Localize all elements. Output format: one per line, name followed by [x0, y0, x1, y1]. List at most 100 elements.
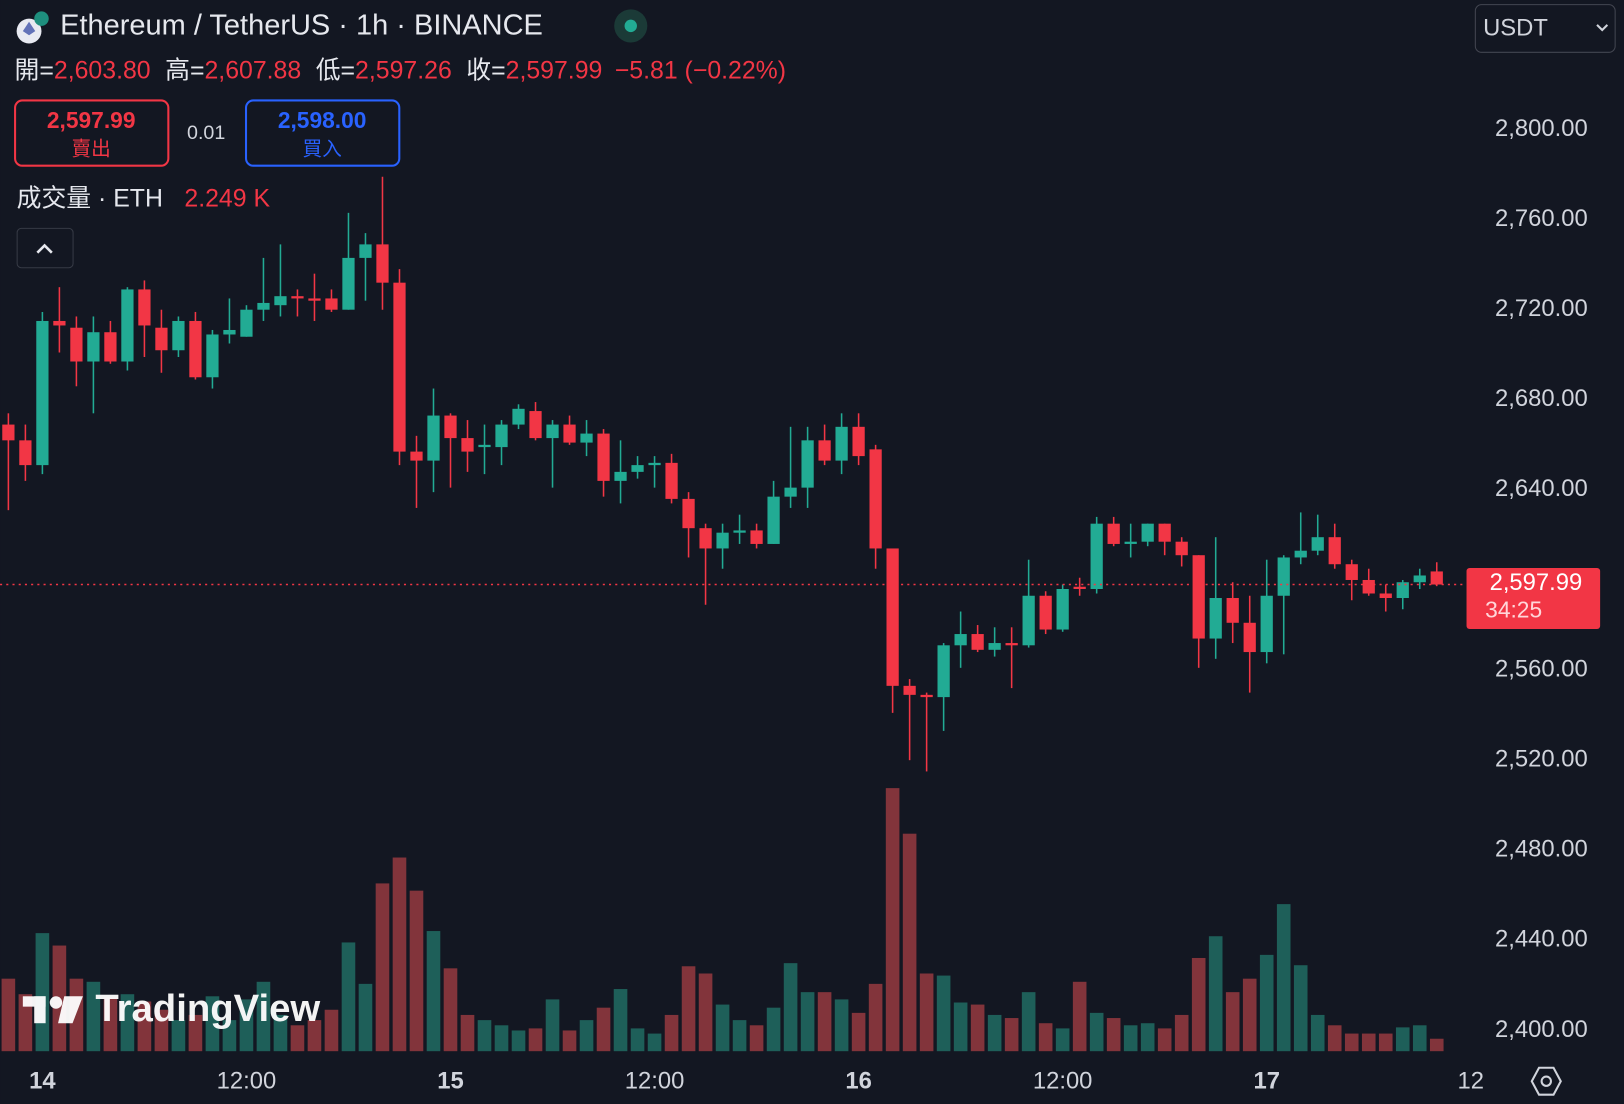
watermark-text: TradingView [95, 987, 320, 1030]
x-tick-label: 15 [437, 1068, 463, 1095]
countdown: 34:25 [1485, 596, 1542, 622]
volume-bar [443, 968, 458, 1052]
volume-bar [392, 857, 407, 1052]
volume-bar [18, 994, 33, 1052]
candle-body [1056, 588, 1069, 630]
volume-bar [834, 999, 849, 1052]
volume-bar [1055, 1028, 1070, 1052]
spread: 0.01 [187, 122, 225, 144]
candle-body [1379, 593, 1392, 599]
candle-body [631, 465, 644, 472]
candle-body [716, 532, 729, 549]
volume-bar [375, 883, 390, 1052]
watermark-logo [34, 996, 46, 1024]
volume-bar [698, 973, 713, 1052]
volume-bar [732, 1020, 747, 1052]
candle-body [36, 320, 49, 466]
candle-body [1413, 575, 1426, 583]
sell-button[interactable]: 2,597.99 賣出 [14, 99, 170, 167]
volume-bar [1412, 1025, 1427, 1052]
volume-bar [1123, 1025, 1138, 1052]
volume-bar [222, 1020, 237, 1052]
sell-box[interactable] [14, 99, 170, 167]
candle-body [1073, 586, 1086, 589]
candle-body [869, 449, 882, 549]
candle-body [818, 440, 831, 461]
candle-body [971, 634, 984, 650]
volume-bar [1089, 1012, 1104, 1052]
candle-body [155, 327, 168, 351]
candle-body [70, 327, 83, 362]
y-tick-label: 2,640.00 [1495, 475, 1588, 502]
volume-bar [35, 933, 50, 1052]
candle-body [393, 282, 406, 452]
collapse-button[interactable] [16, 227, 74, 269]
candle-body [1277, 557, 1290, 596]
candle-body [852, 426, 865, 457]
volume-bar [1310, 1014, 1325, 1052]
plot-area [0, 176, 1466, 1052]
volume-bar [1242, 978, 1257, 1052]
volume-bar [324, 1009, 339, 1052]
candle-body [1430, 571, 1443, 585]
candle-body [733, 530, 746, 533]
ohlc-value: 2,607.88 [204, 57, 301, 84]
candle-body [308, 298, 321, 301]
buy-box[interactable] [244, 99, 401, 167]
candle-body [954, 634, 967, 646]
volume-bar [1293, 965, 1308, 1052]
x-tick-label: 12 [1458, 1068, 1484, 1095]
candle-body [1175, 541, 1188, 556]
change: −5.81 (−0.22%) [615, 57, 786, 84]
volume-bar [341, 942, 356, 1052]
x-tick-label: 12:00 [625, 1068, 685, 1095]
volume-bar [851, 1012, 866, 1052]
volume-bar [205, 996, 220, 1052]
volume-bar [137, 1001, 152, 1052]
buy-button[interactable]: 2,598.00 買入 [244, 99, 401, 167]
volume-bar [1276, 904, 1291, 1052]
settings-button[interactable] [1530, 1066, 1562, 1096]
sell-price: 2,597.99 [47, 107, 136, 133]
symbol-logo [22, 21, 36, 36]
settings-icon [1540, 1075, 1552, 1087]
candle-body [240, 309, 253, 337]
volume-bar [1157, 1028, 1172, 1052]
candle-body [1396, 582, 1409, 599]
volume-bar [426, 931, 441, 1052]
ohlc-value: 2,597.26 [355, 57, 452, 84]
candle-body [1260, 595, 1273, 653]
currency-select[interactable] [1474, 4, 1616, 53]
ohlc-label: 高= [165, 56, 204, 84]
volume-bar [494, 1025, 509, 1052]
candle-body [1005, 643, 1018, 646]
volume-readout: 2.249 K [184, 185, 270, 212]
candle-body [937, 645, 950, 698]
last-price-box [1466, 567, 1601, 630]
candle-body [1226, 598, 1239, 623]
candle-body [1039, 595, 1052, 630]
collapse-icon [36, 243, 53, 254]
market-status-dot [624, 19, 637, 33]
volume-bar [664, 1014, 679, 1052]
candle-body [801, 440, 814, 488]
watermark: TradingView [22, 987, 320, 1030]
candle-body [1328, 537, 1341, 565]
volume-bar [1038, 1023, 1053, 1052]
volume-bar [970, 1004, 985, 1052]
candle-body [257, 302, 270, 310]
candle-body [920, 694, 933, 698]
candle-body [444, 415, 457, 439]
volume-bar [256, 981, 271, 1052]
candle-body [784, 487, 797, 497]
candle-body [274, 296, 287, 306]
volume-bar [630, 1028, 645, 1052]
candle-body [138, 289, 151, 326]
ohlc-value: 2,603.80 [54, 57, 151, 84]
candle-body [580, 433, 593, 443]
y-tick-label: 2,760.00 [1495, 205, 1588, 232]
candle-body [597, 433, 610, 481]
candle-body [410, 451, 423, 461]
